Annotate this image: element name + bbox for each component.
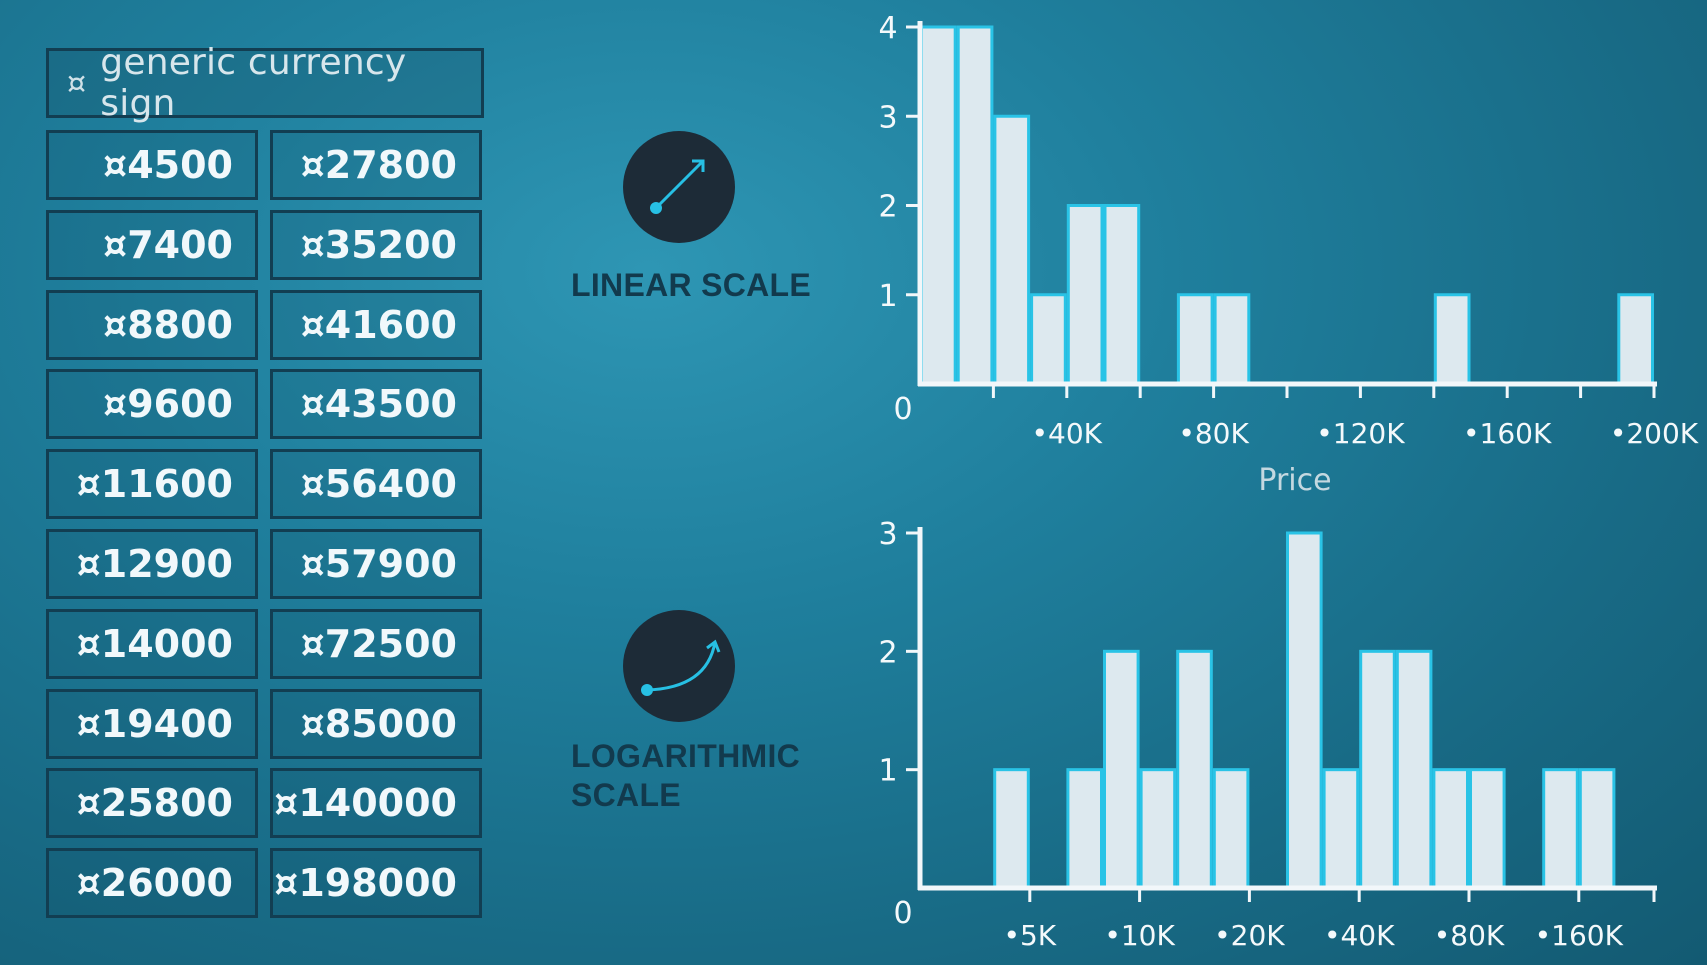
- histogram-bar: [1542, 768, 1579, 890]
- y-tick-label: 3: [878, 100, 897, 135]
- y-tick-label: 3: [878, 517, 897, 552]
- x-tick-label: •40K: [1324, 919, 1395, 952]
- price-cell: ¤27800: [270, 130, 482, 200]
- price-cell: ¤72500: [270, 609, 482, 679]
- histogram-bar: [956, 25, 994, 386]
- price-cell: ¤4500: [46, 130, 258, 200]
- price-cell: ¤8800: [46, 290, 258, 360]
- price-cell: ¤43500: [270, 369, 482, 439]
- price-cell: ¤35200: [270, 210, 482, 280]
- histogram-bar: [1433, 293, 1471, 386]
- histogram-bar: [1103, 649, 1140, 890]
- histogram-bar: [1617, 293, 1655, 386]
- x-tick-label: •160K: [1463, 417, 1552, 450]
- x-tick-label: •80K: [1434, 919, 1505, 952]
- y-tick-label: 4: [878, 11, 897, 46]
- x-tick-label: •20K: [1214, 919, 1285, 952]
- histogram-bar: [1432, 768, 1470, 890]
- x-tick-label: •10K: [1104, 919, 1175, 952]
- x-tick-label: •200K: [1610, 417, 1699, 450]
- log-scale-label-line1: LOGARITHMIC: [571, 738, 801, 774]
- price-cell: ¤19400: [46, 689, 258, 759]
- table-header-label: generic currency sign: [100, 42, 407, 124]
- price-cell: ¤41600: [270, 290, 482, 360]
- price-cell: ¤56400: [270, 449, 482, 519]
- histogram-bar: [1213, 293, 1251, 386]
- log-scale-label: LOGARITHMIC SCALE: [571, 737, 800, 815]
- x-tick-label: •80K: [1178, 417, 1249, 450]
- histogram-bar: [920, 25, 957, 386]
- y-tick-label: 2: [878, 190, 897, 225]
- price-cell: ¤9600: [46, 369, 258, 439]
- histogram-bar: [1395, 649, 1433, 890]
- linear-scale-label: LINEAR SCALE: [571, 267, 812, 303]
- price-cell: ¤198000: [270, 848, 482, 918]
- histogram-bar: [1469, 768, 1506, 890]
- x-tick-label: •120K: [1316, 417, 1405, 450]
- x-tick-label: •5K: [1003, 919, 1056, 952]
- histogram-bar: [1212, 768, 1250, 890]
- price-cell: ¤85000: [270, 689, 482, 759]
- y-tick-label: 0: [893, 392, 912, 427]
- curved-arrow-icon: [623, 610, 735, 722]
- histogram-bar: [1578, 768, 1616, 890]
- x-axis-title: Price: [1258, 463, 1331, 498]
- price-cell: ¤14000: [46, 609, 258, 679]
- log-scale-label-line2: SCALE: [571, 777, 681, 813]
- y-tick-label: 1: [878, 754, 897, 789]
- price-cell: ¤12900: [46, 529, 258, 599]
- currency-sign: ¤: [67, 65, 87, 101]
- histogram-bar: [1286, 531, 1323, 890]
- price-cell: ¤57900: [270, 529, 482, 599]
- price-cell: ¤25800: [46, 768, 258, 838]
- histogram-bar: [1176, 293, 1214, 386]
- table-header: ¤ generic currency sign: [46, 42, 484, 124]
- price-cell: ¤11600: [46, 449, 258, 519]
- histogram-bar: [1139, 768, 1177, 890]
- histogram-bar: [1103, 204, 1141, 386]
- histogram-bar: [1359, 649, 1396, 890]
- y-tick-label: 2: [878, 635, 897, 670]
- histogram-bar: [993, 114, 1031, 386]
- histogram-bar: [1176, 649, 1213, 890]
- y-tick-label: 0: [893, 896, 912, 931]
- linear-arrow-icon: [623, 131, 735, 243]
- price-cell: ¤26000: [46, 848, 258, 918]
- x-tick-label: •40K: [1032, 417, 1103, 450]
- y-tick-label: 1: [878, 279, 897, 314]
- histogram-bar: [1030, 293, 1067, 386]
- price-cell: ¤7400: [46, 210, 258, 280]
- x-tick-label: •160K: [1535, 919, 1624, 952]
- histogram-bar: [1066, 204, 1104, 386]
- histogram-bar: [993, 768, 1030, 890]
- histogram-bar: [1322, 768, 1360, 890]
- price-cell: ¤140000: [270, 768, 482, 838]
- histogram-bar: [1066, 768, 1104, 890]
